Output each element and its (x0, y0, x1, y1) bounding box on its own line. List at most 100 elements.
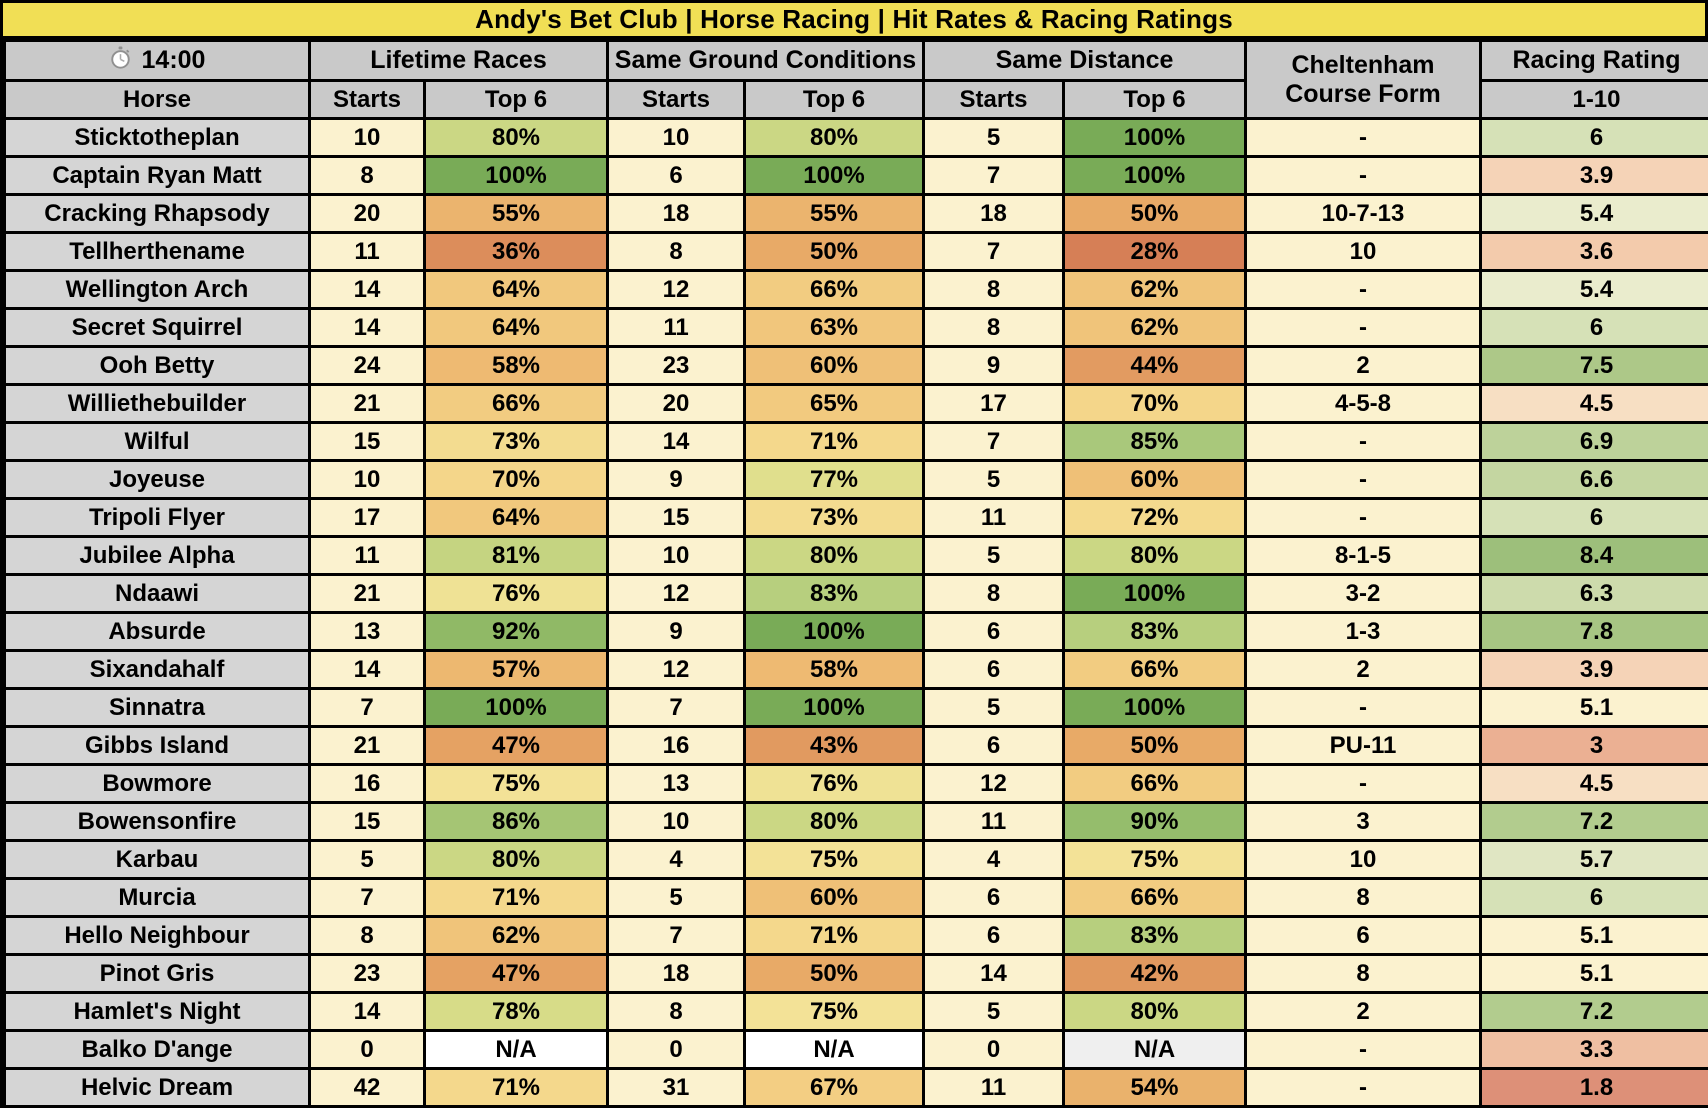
course-form-cell: 2 (1246, 651, 1481, 689)
racing-rating-cell: 5.4 (1481, 271, 1708, 309)
horse-name: Ndaawi (5, 575, 310, 613)
distance-starts-cell: 7 (924, 423, 1064, 461)
distance-top6-cell: 100% (1064, 689, 1246, 727)
ground-top6-cell: 50% (745, 955, 924, 993)
lifetime-top6-cell: 62% (425, 917, 608, 955)
distance-top6-cell: 66% (1064, 879, 1246, 917)
racing-rating-cell: 8.4 (1481, 537, 1708, 575)
distance-top6-cell: 70% (1064, 385, 1246, 423)
lifetime-top6-cell: 57% (425, 651, 608, 689)
distance-top6-cell: 66% (1064, 765, 1246, 803)
distance-top6-cell: 80% (1064, 993, 1246, 1031)
column-header-distance-starts: Starts (924, 81, 1064, 119)
distance-top6-cell: 80% (1064, 537, 1246, 575)
ground-starts-cell: 8 (608, 993, 745, 1031)
racing-rating-cell: 4.5 (1481, 765, 1708, 803)
ground-top6-cell: 100% (745, 613, 924, 651)
racing-rating-cell: 7.2 (1481, 803, 1708, 841)
distance-top6-cell: 60% (1064, 461, 1246, 499)
ground-top6-cell: 55% (745, 195, 924, 233)
horse-name: Wellington Arch (5, 271, 310, 309)
racing-rating-cell: 4.5 (1481, 385, 1708, 423)
lifetime-starts-cell: 21 (310, 727, 425, 765)
lifetime-top6-cell: 64% (425, 271, 608, 309)
distance-starts-cell: 6 (924, 651, 1064, 689)
horse-name: Tellherthename (5, 233, 310, 271)
horse-name: Gibbs Island (5, 727, 310, 765)
horse-name: Hamlet's Night (5, 993, 310, 1031)
racing-rating-cell: 3 (1481, 727, 1708, 765)
ground-top6-cell: 63% (745, 309, 924, 347)
racing-rating-cell: 5.1 (1481, 917, 1708, 955)
distance-starts-cell: 6 (924, 727, 1064, 765)
ground-top6-cell: 80% (745, 803, 924, 841)
racing-rating-cell: 3.3 (1481, 1031, 1708, 1069)
ground-top6-cell: 65% (745, 385, 924, 423)
distance-starts-cell: 6 (924, 613, 1064, 651)
ground-starts-cell: 31 (608, 1069, 745, 1107)
course-form-cell: 6 (1246, 917, 1481, 955)
ground-top6-cell: N/A (745, 1031, 924, 1069)
lifetime-starts-cell: 17 (310, 499, 425, 537)
ground-starts-cell: 12 (608, 575, 745, 613)
ground-top6-cell: 75% (745, 841, 924, 879)
distance-starts-cell: 6 (924, 917, 1064, 955)
ground-starts-cell: 18 (608, 955, 745, 993)
ground-top6-cell: 60% (745, 879, 924, 917)
lifetime-top6-cell: 78% (425, 993, 608, 1031)
column-header-horse: Horse (5, 81, 310, 119)
column-header-ground-top6: Top 6 (745, 81, 924, 119)
distance-starts-cell: 11 (924, 499, 1064, 537)
racing-rating-cell: 3.6 (1481, 233, 1708, 271)
ground-starts-cell: 10 (608, 119, 745, 157)
lifetime-top6-cell: 58% (425, 347, 608, 385)
distance-top6-cell: 100% (1064, 575, 1246, 613)
ground-starts-cell: 6 (608, 157, 745, 195)
racing-rating-cell: 3.9 (1481, 157, 1708, 195)
horse-name: Pinot Gris (5, 955, 310, 993)
distance-starts-cell: 5 (924, 119, 1064, 157)
course-form-cell: 10 (1246, 233, 1481, 271)
distance-top6-cell: 54% (1064, 1069, 1246, 1107)
lifetime-starts-cell: 42 (310, 1069, 425, 1107)
distance-starts-cell: 8 (924, 309, 1064, 347)
ground-top6-cell: 100% (745, 689, 924, 727)
distance-starts-cell: 5 (924, 993, 1064, 1031)
distance-top6-cell: 42% (1064, 955, 1246, 993)
distance-starts-cell: 12 (924, 765, 1064, 803)
horse-name: Jubilee Alpha (5, 537, 310, 575)
ground-starts-cell: 13 (608, 765, 745, 803)
course-form-cell: 3-2 (1246, 575, 1481, 613)
column-header-distance-top6: Top 6 (1064, 81, 1246, 119)
lifetime-top6-cell: 64% (425, 309, 608, 347)
lifetime-starts-cell: 20 (310, 195, 425, 233)
horse-name: Hello Neighbour (5, 917, 310, 955)
lifetime-top6-cell: 76% (425, 575, 608, 613)
ground-starts-cell: 15 (608, 499, 745, 537)
distance-starts-cell: 5 (924, 689, 1064, 727)
ground-starts-cell: 14 (608, 423, 745, 461)
ground-top6-cell: 66% (745, 271, 924, 309)
lifetime-starts-cell: 8 (310, 157, 425, 195)
lifetime-starts-cell: 7 (310, 689, 425, 727)
horse-name: Cracking Rhapsody (5, 195, 310, 233)
lifetime-starts-cell: 14 (310, 651, 425, 689)
racing-rating-cell: 5.1 (1481, 689, 1708, 727)
course-form-cell: 2 (1246, 347, 1481, 385)
lifetime-top6-cell: 71% (425, 879, 608, 917)
distance-starts-cell: 5 (924, 461, 1064, 499)
lifetime-starts-cell: 7 (310, 879, 425, 917)
horse-name: Tripoli Flyer (5, 499, 310, 537)
course-form-cell: - (1246, 309, 1481, 347)
ground-starts-cell: 7 (608, 917, 745, 955)
column-header-ground-starts: Starts (608, 81, 745, 119)
lifetime-starts-cell: 15 (310, 803, 425, 841)
